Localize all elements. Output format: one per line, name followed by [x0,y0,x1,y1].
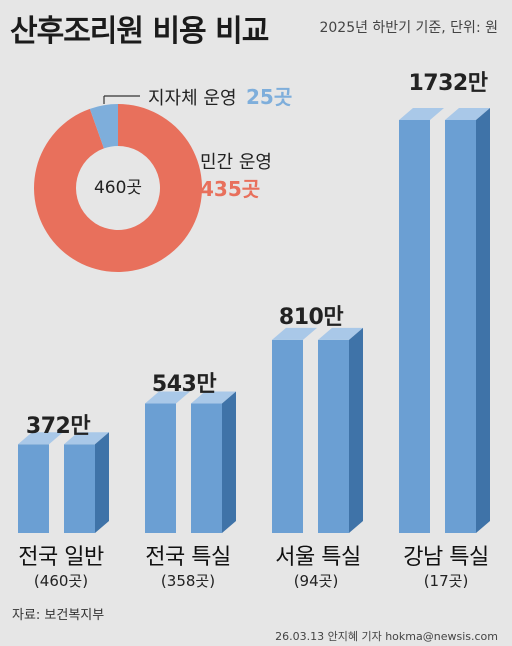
bar-3-top-0 [399,108,444,120]
category-label-0: 전국 일반 [18,545,104,570]
bar-3-front-1 [445,120,476,533]
page-subtitle: 2025년 하반기 기준, 단위: 원 [319,20,498,36]
value-label-0: 372만 [25,414,91,439]
donut-group [33,104,202,273]
category-count-0: (460곳) [33,572,89,590]
donut-center-label: 460곳 [94,178,142,198]
bar-1 [145,391,236,533]
bar-3-front-0 [399,120,430,533]
bar-2 [272,327,363,533]
category-count-1: (358곳) [160,572,216,590]
value-label-3: 1732만 [408,71,488,96]
value-label-1: 543만 [151,372,217,397]
category-label-2: 서울 특실 [275,545,361,570]
public-value: 25곳 [246,85,292,109]
bar-2-top-1 [318,327,363,340]
bar-1-top-1 [191,391,236,404]
bar-0-side [95,432,109,533]
bar-2-top-0 [272,327,317,340]
source-note: 자료: 보건복지부 [12,608,105,623]
public-label: 지자체 운영 [148,88,237,109]
bar-3 [399,108,490,533]
bar-2-side [349,327,363,533]
category-count-3: (17곳) [423,572,469,590]
value-label-2: 810만 [278,305,344,330]
category-count-2: (94곳) [293,572,339,590]
bar-0-top-1 [64,432,109,445]
bar-3-top-1 [445,108,490,120]
bar-1-front-0 [145,403,176,533]
donut-slice-public [89,104,118,149]
bar-0-front-0 [18,444,49,533]
donut-chart: 460곳 지자체 운영 25곳 민간 운영 435곳 [33,85,292,273]
bar-2-front-0 [272,339,303,533]
credit-note: 26.03.13 안지혜 기자 hokma@newsis.com [275,630,498,643]
bar-0-front-1 [64,444,95,533]
bar-1-top-0 [145,391,190,404]
bar-3-side [476,108,490,533]
page-title: 산후조리원 비용 비교 [10,14,269,49]
private-label: 민간 운영 [200,152,272,173]
donut-slice-private [33,104,202,273]
category-label-3: 강남 특실 [403,545,489,570]
bar-1-side [222,391,236,533]
bar-0 [18,432,109,533]
category-label-1: 전국 특실 [145,545,231,570]
bar-2-front-1 [318,339,349,533]
bar-0-top-0 [18,432,63,445]
bar-1-front-1 [191,403,222,533]
private-value: 435곳 [200,177,260,201]
